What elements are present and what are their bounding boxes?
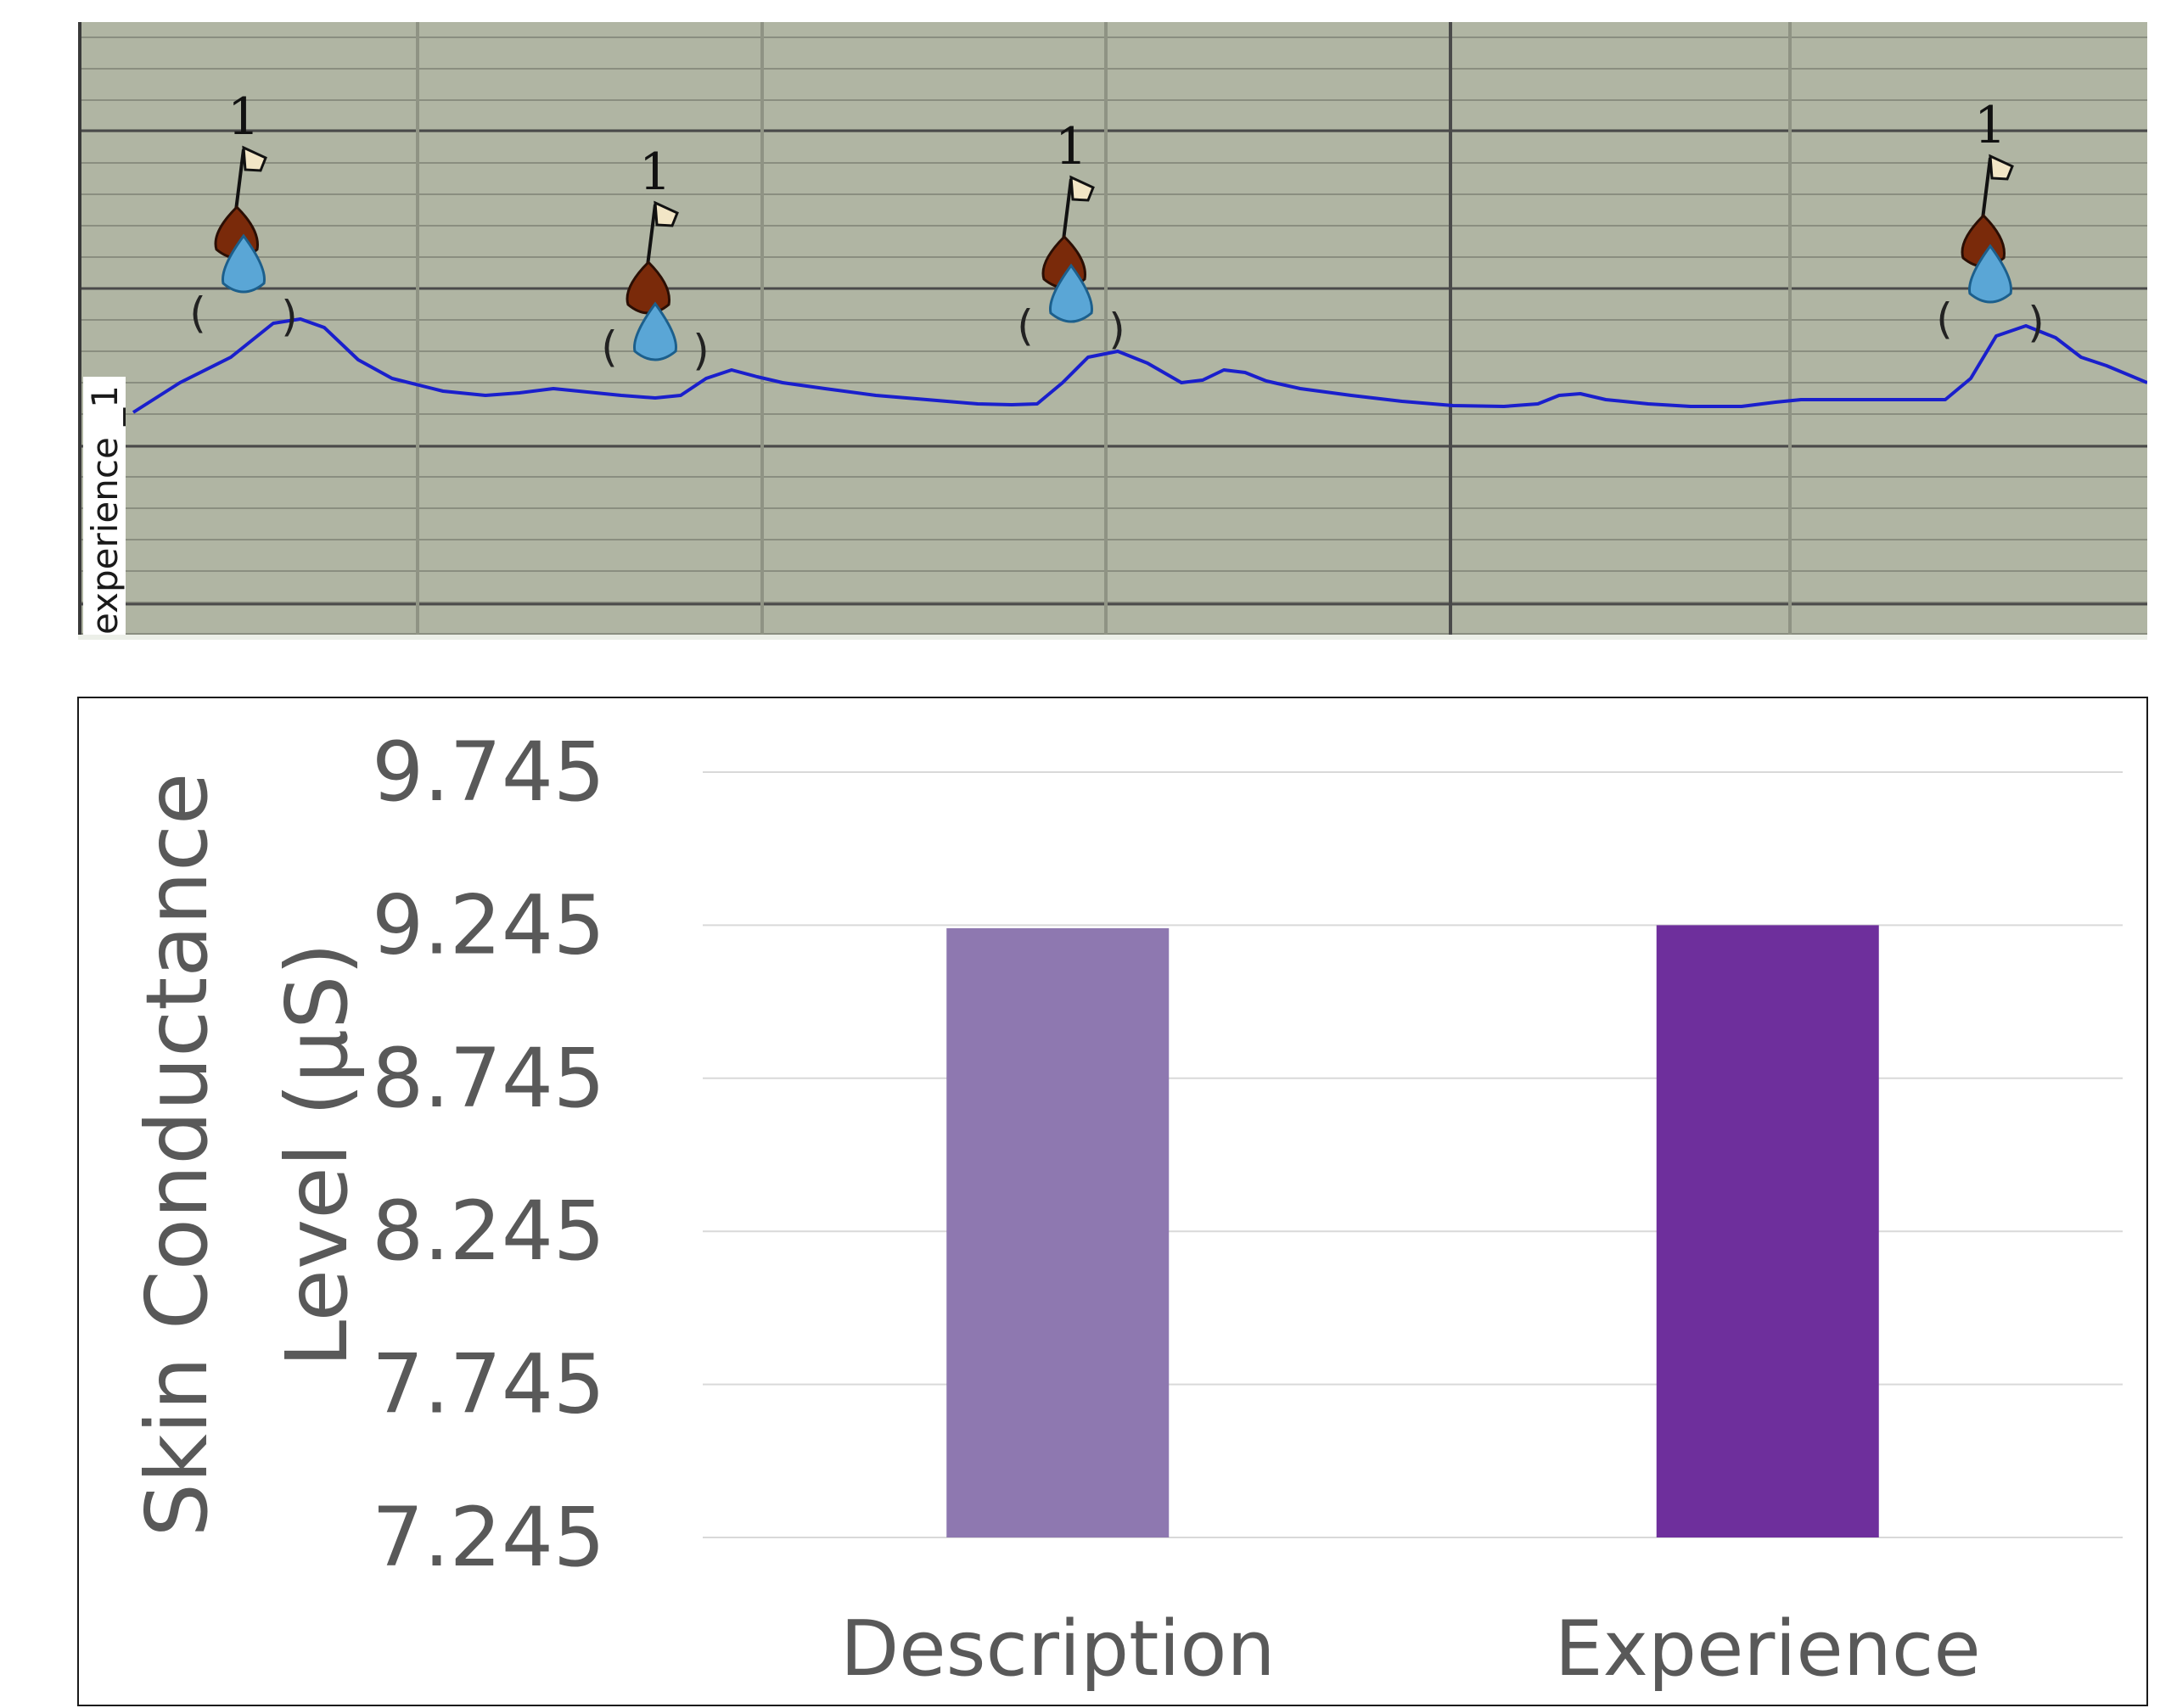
track-label-box [83, 377, 126, 635]
event-marker-label: 1 [227, 87, 260, 147]
flag-icon [242, 145, 267, 172]
y-tick-label: 7.745 [372, 1337, 605, 1432]
bar-chart-panel: 9.745 9.245 8.745 8.245 7.745 7.245 Descripti… [77, 697, 2148, 1706]
paren-right: ) [1108, 305, 1125, 354]
event-marker-label: 1 [1055, 117, 1087, 176]
event-marker: 1 () [601, 143, 710, 375]
y-axis-label-line: Skin Conductance [127, 773, 227, 1537]
event-marker: 1 () [1017, 117, 1125, 354]
y-tick-label: 8.245 [372, 1184, 605, 1279]
drop-icon [222, 233, 266, 294]
drop-icon [1049, 263, 1093, 323]
x-tick-label: Description [840, 1604, 1276, 1694]
event-marker: 1 () [1936, 96, 2045, 347]
event-marker-label: 1 [639, 143, 671, 202]
drop-icon [1968, 244, 2012, 304]
y-tick-labels: 9.745 9.245 8.745 8.245 7.745 7.245 [372, 725, 605, 1585]
paren-right: ) [281, 292, 298, 341]
trace-background [78, 22, 2147, 635]
bar-chart: 9.745 9.245 8.745 8.245 7.745 7.245 Descripti… [127, 725, 2123, 1694]
bars [946, 925, 1879, 1537]
x-tick-label: Experience [1555, 1604, 1981, 1694]
y-tick-label: 7.245 [372, 1490, 605, 1585]
paren-left: ( [1936, 294, 1953, 344]
paren-left: ( [601, 322, 618, 372]
bar-gridlines [703, 771, 2123, 1538]
y-tick-label: 9.745 [372, 725, 605, 820]
track-label: experience _1 [84, 385, 126, 635]
paren-left: ( [1017, 301, 1034, 350]
eda-trace-panel: 1 () 1 () 1 () 1 () experience _1 [78, 22, 2147, 640]
paren-right: ) [2028, 298, 2045, 347]
event-markers: 1 () 1 () 1 () 1 () [189, 87, 2045, 375]
y-axis-label-line: Level (µS) [267, 943, 367, 1368]
bar-experience [1656, 925, 1879, 1537]
y-axis-label: Skin Conductance Level (µS) [127, 773, 367, 1537]
event-marker: 1 () [189, 87, 298, 341]
eda-trace-plot: 1 () 1 () 1 () 1 () experience _1 [78, 22, 2147, 635]
y-tick-label: 9.245 [372, 877, 605, 972]
paren-right: ) [693, 326, 710, 375]
drop-icon [633, 301, 677, 361]
x-tick-labels: Description Experience [840, 1604, 1981, 1694]
flag-icon [1069, 175, 1095, 202]
flag-icon [1989, 154, 2014, 181]
y-tick-label: 8.745 [372, 1031, 605, 1126]
flag-icon [654, 200, 679, 227]
event-marker-label: 1 [1974, 96, 2006, 155]
paren-left: ( [189, 288, 206, 338]
bar-description [946, 928, 1170, 1537]
signal-trace-line [132, 317, 2147, 414]
